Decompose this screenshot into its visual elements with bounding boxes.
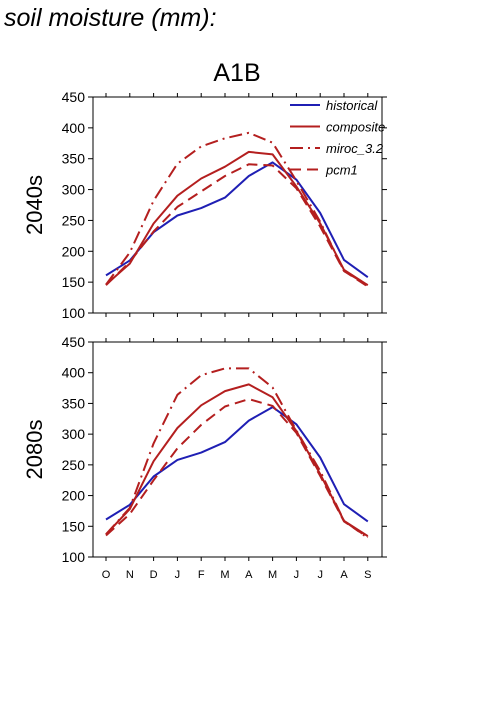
y-tick-label: 400 <box>62 120 86 136</box>
y-tick-label: 300 <box>62 182 86 198</box>
legend-label: miroc_3.2 <box>326 141 384 156</box>
panel-ylabel: 2040s <box>22 175 47 235</box>
series-line-composite <box>105 383 369 537</box>
legend: historical composite miroc_3.2 pcm1 <box>290 98 385 178</box>
x-tick-label: J <box>317 569 323 581</box>
y-tick-label: 450 <box>62 89 86 105</box>
y-tick-label: 350 <box>62 151 86 167</box>
y-tick-label: 150 <box>62 518 86 534</box>
y-tick-label: 250 <box>62 457 86 473</box>
x-tick-label: O <box>102 569 111 581</box>
x-tick-label: N <box>126 569 134 581</box>
series-line-composite <box>105 150 369 287</box>
series-line-miroc-3-2 <box>105 367 369 539</box>
panel-1: 100 150 200 250 300 350 400 450 2040s <box>22 89 387 321</box>
y-tick-label: 150 <box>62 274 86 290</box>
y-tick-label: 200 <box>62 243 86 259</box>
y-tick-label: 450 <box>62 334 86 350</box>
plot-frame <box>92 96 383 314</box>
x-tick-label: F <box>198 569 205 581</box>
x-tick-label: J <box>294 569 300 581</box>
legend-label: composite <box>326 120 385 135</box>
panel-2: 100 150 200 250 300 350 400 450 2080s <box>22 334 387 565</box>
x-tick-label: M <box>268 569 277 581</box>
series-line-pcm1 <box>105 398 369 539</box>
panel-ylabel: 2080s <box>22 420 47 480</box>
legend-label: historical <box>326 98 378 113</box>
y-tick-label: 100 <box>62 305 86 321</box>
series-line-miroc-3-2 <box>105 131 369 287</box>
y-tick-label: 200 <box>62 488 86 504</box>
legend-label: pcm1 <box>325 163 358 178</box>
y-tick-label: 100 <box>62 549 86 565</box>
y-tick-label: 350 <box>62 395 86 411</box>
y-tick-label: 300 <box>62 426 86 442</box>
series-line-historical <box>105 406 369 523</box>
plot-frame <box>92 341 383 558</box>
chart-title: A1B <box>213 59 260 87</box>
x-tick-label: J <box>175 569 181 581</box>
series-line-historical <box>105 161 369 279</box>
panels-layer: 100 150 200 250 300 350 400 450 2040s 100 150 200 25… <box>22 89 387 581</box>
series-line-pcm1 <box>105 163 369 288</box>
x-tick-label: A <box>340 569 348 581</box>
x-tick-label: S <box>364 569 371 581</box>
x-tick-label: A <box>245 569 253 581</box>
x-tick-label: M <box>220 569 229 581</box>
y-tick-label: 400 <box>62 365 86 381</box>
page-title: soil moisture (mm): <box>4 4 217 32</box>
y-tick-label: 250 <box>62 212 86 228</box>
x-tick-label: D <box>150 569 158 581</box>
